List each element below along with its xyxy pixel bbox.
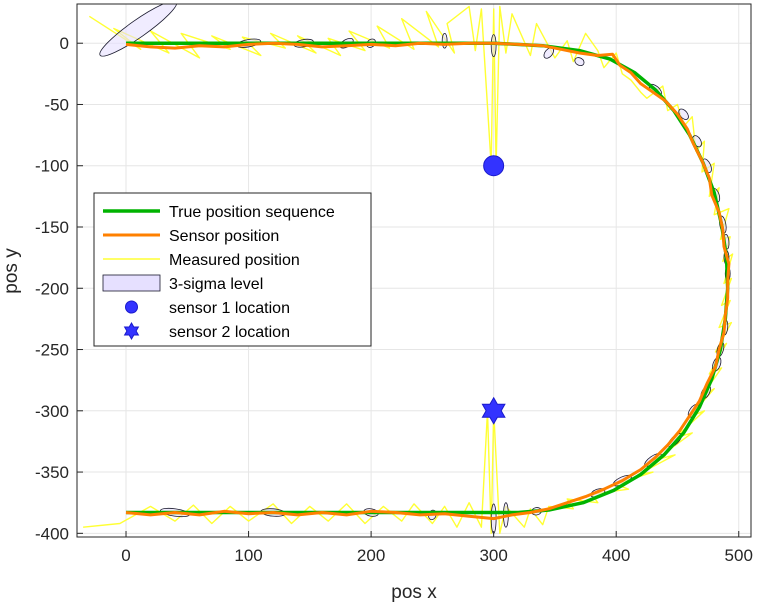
y-tick-label: -400: [35, 524, 69, 543]
sigma-ellipse: [99, 4, 178, 57]
y-tick-label: -350: [35, 463, 69, 482]
ticks: 0 100 200 300 400 500 0 -50 -100 -150 -200 -250 -300…: [35, 34, 753, 565]
x-tick-label: 100: [234, 546, 262, 565]
y-tick-label: -150: [35, 218, 69, 237]
legend-label: sensor 2 location: [169, 324, 290, 341]
legend-swatch-sensor-2: [123, 321, 140, 341]
sensor-2-marker: [481, 396, 506, 425]
y-tick-label: -250: [35, 341, 69, 360]
y-tick-label: -50: [44, 95, 69, 114]
grid: [77, 4, 751, 537]
legend-label: sensor 1 location: [169, 300, 290, 317]
legend-label: True position sequence: [169, 204, 335, 221]
legend-box: [93, 192, 372, 347]
data-layer: [83, 4, 734, 534]
x-tick-label: 200: [357, 546, 385, 565]
y-axis-title: pos y: [1, 248, 22, 294]
sensor-1-marker: [483, 155, 505, 177]
x-tick-label: 0: [121, 546, 130, 565]
legend-swatch-sigma: [102, 274, 161, 292]
x-tick-label: 500: [725, 546, 753, 565]
legend: True position sequence Sensor position Mea…: [93, 192, 372, 347]
sigma-ellipse: [574, 57, 585, 67]
x-tick-label: 300: [479, 546, 507, 565]
legend-label: Sensor position: [169, 228, 279, 245]
legend-label: 3-sigma level: [169, 276, 263, 293]
legend-swatch-sensor-1: [125, 300, 138, 314]
sensor-position-line: [125, 41, 731, 521]
sigma-ellipse: [490, 34, 497, 58]
x-axis-title: pos x: [391, 582, 437, 603]
y-tick-label: 0: [60, 34, 69, 53]
legend-label: Measured position: [169, 252, 300, 269]
axes-box: [76, 3, 752, 538]
y-tick-label: -200: [35, 279, 69, 298]
x-tick-label: 400: [602, 546, 630, 565]
y-tick-label: -100: [35, 157, 69, 176]
y-tick-label: -300: [35, 402, 69, 421]
sigma-ellipse: [441, 33, 448, 49]
